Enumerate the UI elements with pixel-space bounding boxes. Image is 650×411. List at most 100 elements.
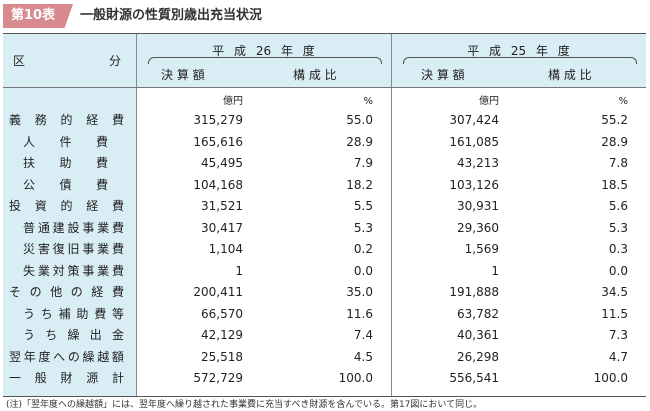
row-label: 失業対策事業費 [23, 263, 124, 278]
cell-ratio-26: 18.2 [346, 177, 373, 192]
cell-ratio-25: 18.5 [601, 177, 628, 192]
table-row: 災害復旧事業費 1,104 0.2 1,569 0.3 [3, 239, 646, 260]
unit-amount-25: 億円 [479, 96, 499, 107]
row-label: 一般財源計 [9, 371, 124, 385]
table-row: 投資的経費 31,521 5.5 30,931 5.6 [3, 196, 646, 217]
unit-ratio-26: % [363, 96, 373, 107]
cell-amount-26: 30,417 [201, 220, 243, 235]
cell-amount-26: 200,411 [193, 285, 243, 299]
cell-ratio-25: 5.3 [608, 220, 628, 235]
cell-amount-26: 572,729 [193, 371, 243, 385]
cell-ratio-26: 0.2 [353, 242, 373, 256]
table-row: 人件費 165,616 28.9 161,085 28.9 [3, 132, 646, 153]
cell-amount-25: 556,541 [449, 371, 499, 385]
table-row: 義務的経費 315,279 55.0 307,424 55.2 [3, 110, 646, 131]
title-bar: 第10表 一般財源の性質別歳出充当状況 [0, 4, 650, 28]
table-body: 億円 % 億円 % 義務的経費 315,279 55.0 307,424 55.2 人件費… [3, 88, 646, 396]
row-label: 翌年度への繰越額 [9, 349, 124, 364]
cell-ratio-26: 5.5 [353, 199, 373, 213]
table-row: 扶助費 45,495 7.9 43,213 7.8 [3, 153, 646, 174]
cell-ratio-25: 28.9 [601, 134, 628, 149]
table-header: 区 分 平 成 26 年 度 決 算 額 構 成 比 平 成 25 年 度 決 … [3, 34, 646, 88]
row-label: 投資的経費 [9, 199, 124, 213]
cell-ratio-25: 7.3 [608, 328, 628, 342]
unit-row: 億円 % 億円 % [3, 91, 646, 112]
header-brace-25 [403, 57, 637, 64]
row-label: 普通建設事業費 [23, 220, 124, 235]
cell-amount-26: 42,129 [201, 328, 243, 342]
header-divider [391, 34, 392, 87]
cell-ratio-26: 11.6 [346, 306, 373, 321]
cell-ratio-25: 100.0 [593, 371, 628, 385]
body-divider [136, 88, 137, 396]
table-row: うち繰出金 42,129 7.4 40,361 7.3 [3, 325, 646, 346]
header-amount-25: 決 算 額 [421, 68, 465, 82]
table-row: 公債費 104,168 18.2 103,126 18.5 [3, 175, 646, 196]
cell-amount-26: 66,570 [201, 306, 243, 321]
header-amount-26: 決 算 額 [161, 68, 205, 82]
row-label: 人件費 [23, 134, 108, 149]
category-column [3, 88, 136, 396]
header-ratio-26: 構 成 比 [293, 68, 337, 82]
cell-ratio-26: 55.0 [346, 113, 373, 127]
cell-amount-25: 43,213 [457, 156, 499, 170]
unit-ratio-25: % [618, 96, 628, 107]
cell-amount-26: 165,616 [193, 134, 243, 149]
table-row: 一般財源計 572,729 100.0 556,541 100.0 [3, 368, 646, 389]
cell-amount-25: 307,424 [449, 113, 499, 127]
row-label: うち繰出金 [23, 328, 124, 342]
cell-ratio-25: 7.8 [608, 156, 628, 170]
cell-amount-25: 63,782 [457, 306, 499, 321]
row-label: 義務的経費 [9, 113, 124, 127]
cell-amount-26: 315,279 [193, 113, 243, 127]
row-label: 公債費 [23, 177, 108, 192]
row-label: 扶助費 [23, 156, 108, 170]
table-row: 失業対策事業費 1 0.0 1 0.0 [3, 261, 646, 282]
cell-amount-26: 1 [235, 263, 243, 278]
table-row: 翌年度への繰越額 25,518 4.5 26,298 4.7 [3, 347, 646, 368]
cell-ratio-25: 11.5 [601, 306, 628, 321]
body-divider [391, 88, 392, 396]
cell-ratio-26: 100.0 [338, 371, 373, 385]
table-row: 普通建設事業費 30,417 5.3 29,360 5.3 [3, 218, 646, 239]
header-brace-26 [148, 57, 382, 64]
cell-ratio-25: 0.0 [608, 263, 628, 278]
cell-ratio-25: 4.7 [608, 349, 628, 364]
cell-amount-26: 45,495 [201, 156, 243, 170]
cell-ratio-26: 0.0 [353, 263, 373, 278]
cell-ratio-25: 0.3 [608, 242, 628, 256]
cell-amount-25: 191,888 [449, 285, 499, 299]
cell-ratio-26: 5.3 [353, 220, 373, 235]
header-divider [136, 34, 137, 87]
table-row: うち補助費等 66,570 11.6 63,782 11.5 [3, 304, 646, 325]
header-year-26: 平 成 26 年 度 [212, 44, 315, 58]
cell-amount-25: 40,361 [457, 328, 499, 342]
footnote: (注)「翌年度への繰越額」には、翌年度へ繰り越された事業費に充当すべき財源を含ん… [6, 400, 483, 410]
table-number-badge: 第10表 [3, 4, 73, 28]
cell-ratio-25: 55.2 [601, 113, 628, 127]
cell-ratio-26: 7.9 [353, 156, 373, 170]
cell-amount-25: 30,931 [457, 199, 499, 213]
unit-amount-26: 億円 [223, 96, 243, 107]
cell-amount-26: 104,168 [193, 177, 243, 192]
cell-amount-25: 26,298 [457, 349, 499, 364]
row-label: 災害復旧事業費 [23, 242, 124, 256]
header-ratio-25: 構 成 比 [548, 68, 592, 82]
cell-amount-25: 1 [491, 263, 499, 278]
cell-amount-25: 103,126 [449, 177, 499, 192]
cell-ratio-26: 28.9 [346, 134, 373, 149]
data-table: 区 分 平 成 26 年 度 決 算 額 構 成 比 平 成 25 年 度 決 … [3, 33, 646, 397]
cell-ratio-26: 4.5 [353, 349, 373, 364]
cell-amount-26: 31,521 [201, 199, 243, 213]
row-label: うち補助費等 [23, 306, 124, 321]
cell-amount-25: 1,569 [464, 242, 499, 256]
header-year-25: 平 成 25 年 度 [467, 44, 570, 58]
cell-amount-26: 25,518 [201, 349, 243, 364]
cell-ratio-26: 35.0 [346, 285, 373, 299]
row-label: その他の経費 [9, 285, 124, 299]
header-category: 区 分 [13, 54, 122, 68]
table-row: その他の経費 200,411 35.0 191,888 34.5 [3, 282, 646, 303]
table-title: 一般財源の性質別歳出充当状況 [80, 8, 263, 23]
cell-ratio-26: 7.4 [353, 328, 373, 342]
cell-amount-25: 29,360 [457, 220, 499, 235]
